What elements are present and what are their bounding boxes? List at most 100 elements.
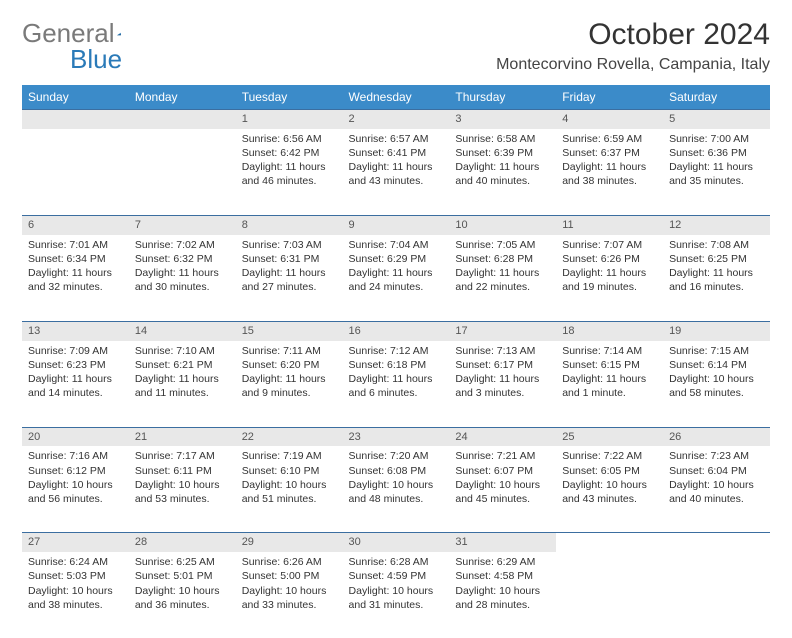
sunrise-line: Sunrise: 6:57 AM (349, 132, 444, 146)
week-row: Sunrise: 6:24 AMSunset: 5:03 PMDaylight:… (22, 552, 770, 638)
title-block: October 2024 Montecorvino Rovella, Campa… (496, 18, 770, 74)
sunset-line: Sunset: 6:28 PM (455, 252, 550, 266)
daylight-line: and 6 minutes. (349, 386, 444, 400)
day-number: 2 (343, 109, 450, 129)
sunrise-line: Sunrise: 7:14 AM (562, 344, 657, 358)
daylight-line: Daylight: 10 hours (242, 584, 337, 598)
daylight-line: and 32 minutes. (28, 280, 123, 294)
sunrise-line: Sunrise: 7:13 AM (455, 344, 550, 358)
sunrise-line: Sunrise: 6:28 AM (349, 555, 444, 569)
sunset-line: Sunset: 6:18 PM (349, 358, 444, 372)
day-number: 3 (449, 109, 556, 129)
logo-text-blue: Blue (70, 44, 122, 74)
day-content: Sunrise: 7:21 AMSunset: 6:07 PMDaylight:… (449, 446, 556, 512)
sunrise-line: Sunrise: 7:08 AM (669, 238, 764, 252)
daylight-line: and 46 minutes. (242, 174, 337, 188)
daylight-line: Daylight: 11 hours (242, 266, 337, 280)
day-content: Sunrise: 6:56 AMSunset: 6:42 PMDaylight:… (236, 129, 343, 195)
sunset-line: Sunset: 6:07 PM (455, 464, 550, 478)
day-number: 30 (343, 532, 450, 552)
daylight-line: Daylight: 11 hours (135, 266, 230, 280)
day-number-cell: 7 (129, 215, 236, 235)
day-content: Sunrise: 7:23 AMSunset: 6:04 PMDaylight:… (663, 446, 770, 512)
daynum-row: 20212223242526 (22, 427, 770, 447)
day-number: 20 (22, 427, 129, 447)
day-cell: Sunrise: 7:17 AMSunset: 6:11 PMDaylight:… (129, 446, 236, 532)
sunset-line: Sunset: 6:21 PM (135, 358, 230, 372)
sunrise-line: Sunrise: 7:00 AM (669, 132, 764, 146)
day-content: Sunrise: 7:01 AMSunset: 6:34 PMDaylight:… (22, 235, 129, 301)
day-content: Sunrise: 7:22 AMSunset: 6:05 PMDaylight:… (556, 446, 663, 512)
daylight-line: and 11 minutes. (135, 386, 230, 400)
daylight-line: and 27 minutes. (242, 280, 337, 294)
day-content: Sunrise: 6:59 AMSunset: 6:37 PMDaylight:… (556, 129, 663, 195)
day-cell: Sunrise: 7:22 AMSunset: 6:05 PMDaylight:… (556, 446, 663, 532)
daylight-line: and 3 minutes. (455, 386, 550, 400)
day-number-cell: 28 (129, 532, 236, 552)
sunrise-line: Sunrise: 7:03 AM (242, 238, 337, 252)
day-number: 4 (556, 109, 663, 129)
day-content: Sunrise: 7:19 AMSunset: 6:10 PMDaylight:… (236, 446, 343, 512)
sunrise-line: Sunrise: 7:04 AM (349, 238, 444, 252)
day-cell: Sunrise: 7:13 AMSunset: 6:17 PMDaylight:… (449, 341, 556, 427)
day-cell: Sunrise: 6:56 AMSunset: 6:42 PMDaylight:… (236, 129, 343, 215)
day-number-cell: 17 (449, 321, 556, 341)
daylight-line: and 16 minutes. (669, 280, 764, 294)
day-number: 5 (663, 109, 770, 129)
day-cell: Sunrise: 6:25 AMSunset: 5:01 PMDaylight:… (129, 552, 236, 638)
sunset-line: Sunset: 6:10 PM (242, 464, 337, 478)
sunrise-line: Sunrise: 7:12 AM (349, 344, 444, 358)
sunset-line: Sunset: 6:29 PM (349, 252, 444, 266)
day-cell: Sunrise: 7:03 AMSunset: 6:31 PMDaylight:… (236, 235, 343, 321)
sunrise-line: Sunrise: 7:21 AM (455, 449, 550, 463)
daylight-line: Daylight: 11 hours (455, 160, 550, 174)
weekday-header: Monday (129, 85, 236, 109)
logo-triangle-icon (117, 25, 122, 43)
day-cell: Sunrise: 7:21 AMSunset: 6:07 PMDaylight:… (449, 446, 556, 532)
daylight-line: and 24 minutes. (349, 280, 444, 294)
day-number: 11 (556, 215, 663, 235)
weekday-header: Wednesday (343, 85, 450, 109)
sunrise-line: Sunrise: 7:15 AM (669, 344, 764, 358)
daylight-line: Daylight: 10 hours (349, 478, 444, 492)
sunset-line: Sunset: 6:25 PM (669, 252, 764, 266)
day-number: 31 (449, 532, 556, 552)
day-content: Sunrise: 7:20 AMSunset: 6:08 PMDaylight:… (343, 446, 450, 512)
day-number-cell: 27 (22, 532, 129, 552)
day-content: Sunrise: 6:28 AMSunset: 4:59 PMDaylight:… (343, 552, 450, 618)
day-number: 19 (663, 321, 770, 341)
sunrise-line: Sunrise: 6:24 AM (28, 555, 123, 569)
daylight-line: and 22 minutes. (455, 280, 550, 294)
day-number: 7 (129, 215, 236, 235)
day-cell: Sunrise: 7:08 AMSunset: 6:25 PMDaylight:… (663, 235, 770, 321)
day-content: Sunrise: 7:17 AMSunset: 6:11 PMDaylight:… (129, 446, 236, 512)
day-number: 21 (129, 427, 236, 447)
day-number: 16 (343, 321, 450, 341)
sunset-line: Sunset: 6:05 PM (562, 464, 657, 478)
sunrise-line: Sunrise: 7:17 AM (135, 449, 230, 463)
daynum-row: 13141516171819 (22, 321, 770, 341)
daylight-line: Daylight: 11 hours (28, 372, 123, 386)
day-content: Sunrise: 7:11 AMSunset: 6:20 PMDaylight:… (236, 341, 343, 407)
day-number: 24 (449, 427, 556, 447)
sunrise-line: Sunrise: 6:25 AM (135, 555, 230, 569)
daylight-line: and 1 minute. (562, 386, 657, 400)
weekday-header: Saturday (663, 85, 770, 109)
day-cell: Sunrise: 7:11 AMSunset: 6:20 PMDaylight:… (236, 341, 343, 427)
daylight-line: Daylight: 11 hours (135, 372, 230, 386)
sunset-line: Sunset: 6:26 PM (562, 252, 657, 266)
day-number-cell: 22 (236, 427, 343, 447)
day-number-cell: 3 (449, 109, 556, 129)
weekday-header-row: Sunday Monday Tuesday Wednesday Thursday… (22, 85, 770, 109)
day-number-cell: 8 (236, 215, 343, 235)
sunrise-line: Sunrise: 6:59 AM (562, 132, 657, 146)
day-number-cell: 21 (129, 427, 236, 447)
week-row: Sunrise: 6:56 AMSunset: 6:42 PMDaylight:… (22, 129, 770, 215)
day-content: Sunrise: 6:25 AMSunset: 5:01 PMDaylight:… (129, 552, 236, 618)
day-number: 22 (236, 427, 343, 447)
empty-cell (556, 532, 663, 552)
day-content: Sunrise: 7:12 AMSunset: 6:18 PMDaylight:… (343, 341, 450, 407)
day-cell: Sunrise: 6:57 AMSunset: 6:41 PMDaylight:… (343, 129, 450, 215)
sunrise-line: Sunrise: 7:10 AM (135, 344, 230, 358)
daylight-line: Daylight: 10 hours (562, 478, 657, 492)
